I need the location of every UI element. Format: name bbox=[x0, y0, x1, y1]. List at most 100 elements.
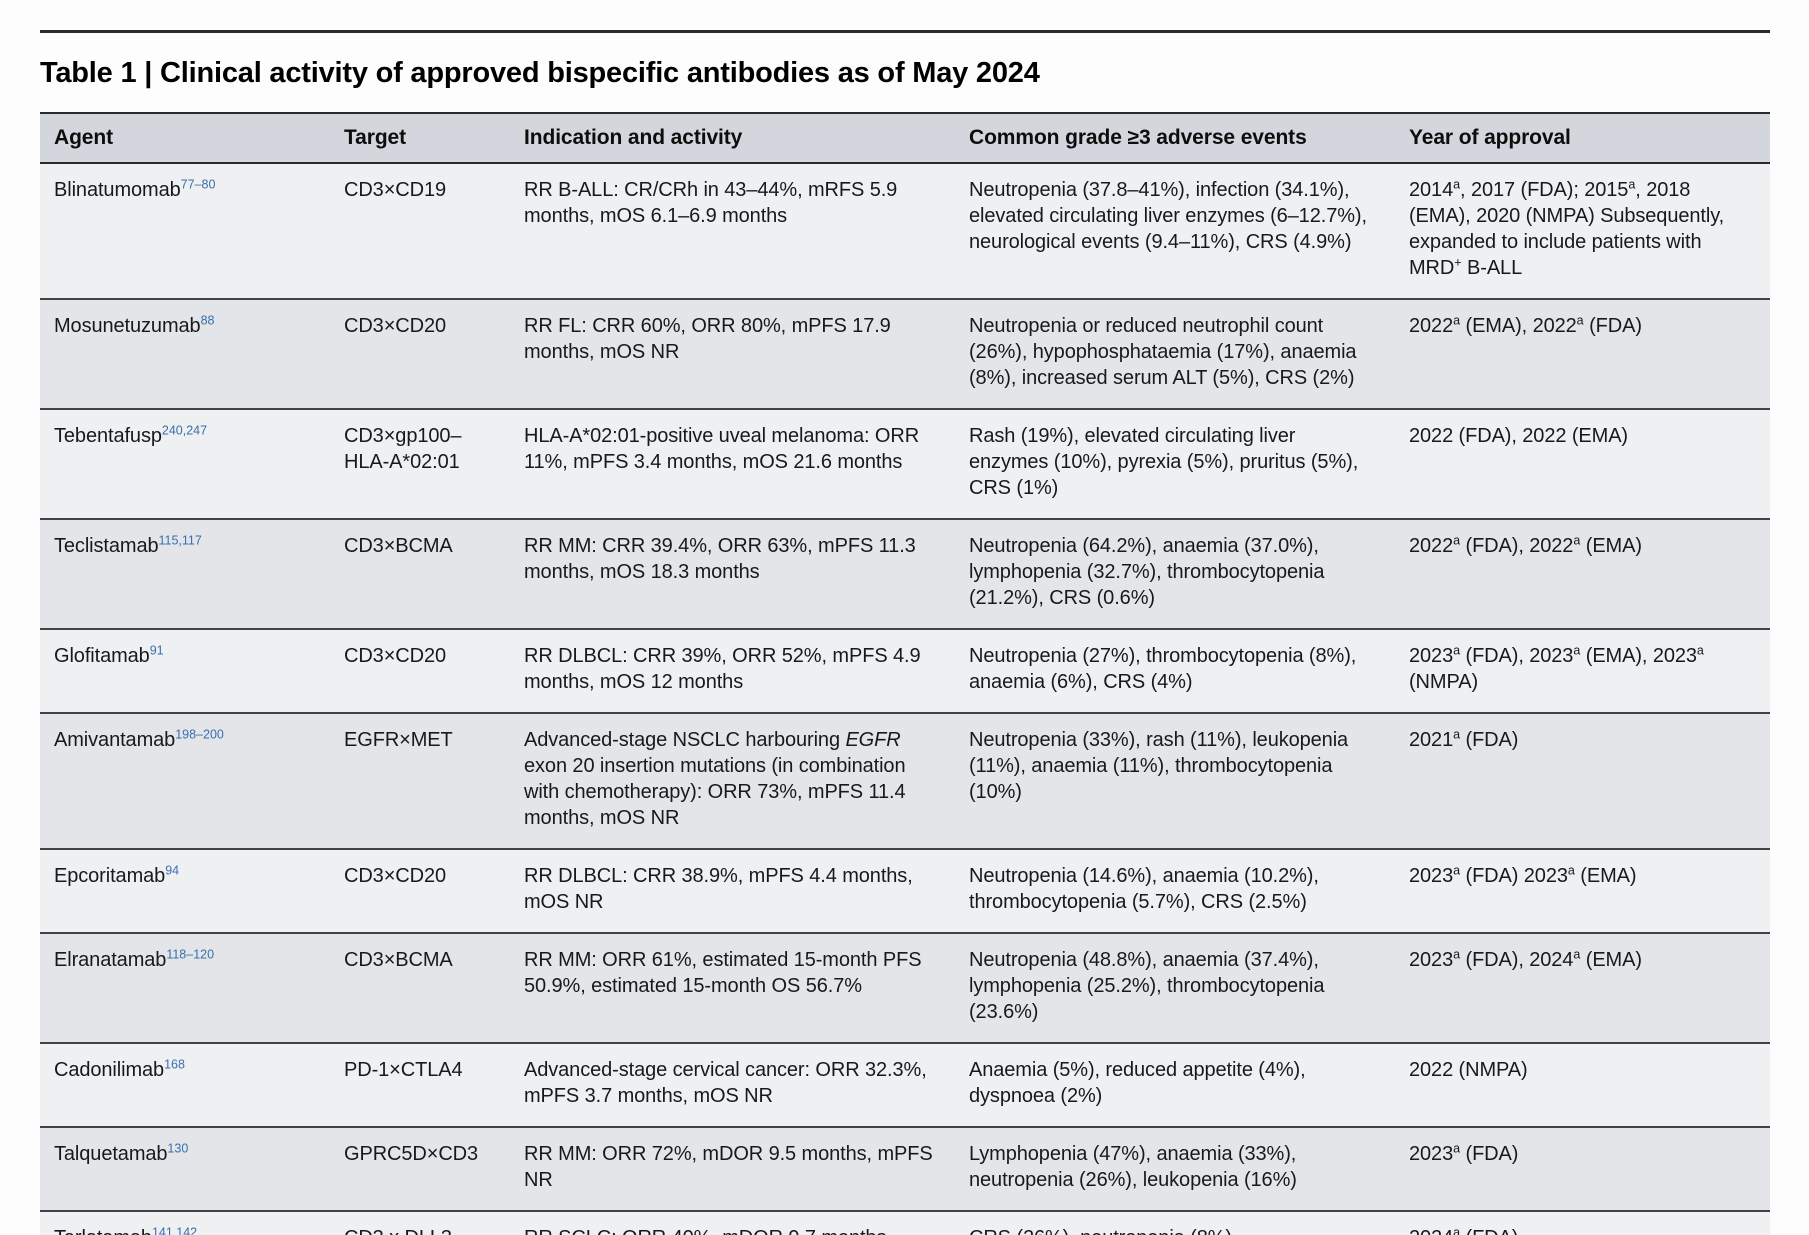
cell-adverse-events: Neutropenia (14.6%), anaemia (10.2%), th… bbox=[969, 865, 1319, 913]
table-header: Agent Target Indication and activity Com… bbox=[40, 112, 1770, 164]
table-row: Mosunetuzumab88 CD3×CD20 RR FL: CRR 60%,… bbox=[40, 299, 1770, 409]
col-header-target: Target bbox=[330, 112, 510, 164]
cell-indication: RR MM: CRR 39.4%, ORR 63%, mPFS 11.3 mon… bbox=[524, 535, 916, 583]
citation-ref[interactable]: 88 bbox=[200, 313, 215, 328]
agent-name: Tebentafusp bbox=[54, 425, 162, 447]
cell-indication: RR DLBCL: CRR 39%, ORR 52%, mPFS 4.9 mon… bbox=[524, 645, 921, 693]
citation-ref[interactable]: 91 bbox=[149, 643, 164, 658]
cell-adverse-events: CRS (26%), neutropenia (8%) bbox=[955, 1211, 1395, 1235]
cell-target: CD3×BCMA bbox=[344, 535, 453, 557]
table-row: Amivantamab198–200 EGFR×MET Advanced-sta… bbox=[40, 713, 1770, 849]
cell-year-of-approval: 2023a (FDA) 2023a (EMA) bbox=[1409, 863, 1637, 887]
cell-indication: RR B-ALL: CR/CRh in 43–44%, mRFS 5.9 mon… bbox=[524, 179, 898, 227]
cell-year-of-approval: 2023a (FDA), 2024a (EMA) bbox=[1409, 947, 1642, 971]
citation-ref[interactable]: 240,247 bbox=[161, 423, 208, 438]
cell-indication: RR MM: ORR 61%, estimated 15-month PFS 5… bbox=[524, 949, 922, 997]
cell-indication: RR FL: CRR 60%, ORR 80%, mPFS 17.9 month… bbox=[524, 315, 891, 363]
table-row: Elranatamab118–120 CD3×BCMA RR MM: ORR 6… bbox=[40, 933, 1770, 1043]
cell-year-of-approval: 2022 (FDA), 2022 (EMA) bbox=[1409, 425, 1628, 447]
cell-adverse-events: Anaemia (5%), reduced appetite (4%), dys… bbox=[969, 1059, 1306, 1107]
cell-adverse-events: Neutropenia or reduced neutrophil count … bbox=[969, 315, 1357, 389]
agent-name: Mosunetuzumab bbox=[54, 315, 201, 337]
table-row: Tarlatamab141,142 CD3 x DLL3 RR SCLC: OR… bbox=[40, 1211, 1770, 1235]
cell-target: CD3×gp100–HLA-A*02:01 bbox=[344, 425, 462, 473]
cell-agent: Elranatamab118–120 bbox=[40, 933, 330, 1043]
cell-agent: Teclistamab115,117 bbox=[40, 519, 330, 629]
agent-name: Blinatumomab bbox=[54, 179, 181, 201]
cell-year-of-approval: 2022 (NMPA) bbox=[1409, 1059, 1528, 1081]
table-row: Teclistamab115,117 CD3×BCMA RR MM: CRR 3… bbox=[40, 519, 1770, 629]
cell-year-of-approval: 2021a (FDA) bbox=[1409, 727, 1519, 751]
cell-target: PD-1×CTLA4 bbox=[344, 1059, 463, 1081]
table-row: Cadonilimab168 PD-1×CTLA4 Advanced-stage… bbox=[40, 1043, 1770, 1127]
cell-target: GPRC5D×CD3 bbox=[344, 1143, 479, 1165]
clinical-activity-table: Agent Target Indication and activity Com… bbox=[40, 112, 1770, 1235]
agent-name: Glofitamab bbox=[54, 645, 150, 667]
cell-indication: Advanced-stage NSCLC harbouring EGFR exo… bbox=[524, 729, 906, 829]
citation-ref[interactable]: 115,117 bbox=[158, 533, 202, 548]
cell-agent: Tarlatamab141,142 bbox=[40, 1211, 330, 1235]
cell-adverse-events: Rash (19%), elevated circulating liver e… bbox=[969, 425, 1359, 499]
cell-target: CD3×CD20 bbox=[344, 865, 447, 887]
agent-name: Amivantamab bbox=[54, 729, 176, 751]
cell-year-of-approval: 2022a (FDA), 2022a (EMA) bbox=[1409, 533, 1642, 557]
cell-agent: Mosunetuzumab88 bbox=[40, 299, 330, 409]
cell-indication: RR MM: ORR 72%, mDOR 9.5 months, mPFS NR bbox=[524, 1143, 933, 1191]
cell-target: EGFR×MET bbox=[344, 729, 453, 751]
citation-ref[interactable]: 168 bbox=[164, 1057, 185, 1072]
table-body: Blinatumomab77–80 CD3×CD19 RR B-ALL: CR/… bbox=[40, 163, 1770, 1235]
citation-ref[interactable]: 141,142 bbox=[151, 1225, 198, 1235]
cell-adverse-events: Neutropenia (37.8–41%), infection (34.1%… bbox=[969, 179, 1367, 253]
cell-agent: Cadonilimab168 bbox=[40, 1043, 330, 1127]
citation-ref[interactable]: 130 bbox=[167, 1141, 189, 1156]
cell-agent: Glofitamab91 bbox=[40, 629, 330, 713]
col-header-year-of-approval: Year of approval bbox=[1395, 112, 1770, 164]
cell-year-of-approval: 2022a (EMA), 2022a (FDA) bbox=[1409, 313, 1642, 337]
cell-adverse-events: Neutropenia (64.2%), anaemia (37.0%), ly… bbox=[969, 535, 1325, 609]
cell-indication: HLA-A*02:01-positive uveal melanoma: ORR… bbox=[524, 425, 920, 473]
cell-indication: Advanced-stage cervical cancer: ORR 32.3… bbox=[524, 1059, 927, 1107]
agent-name: Epcoritamab bbox=[54, 865, 166, 887]
cell-agent: Tebentafusp240,247 bbox=[40, 409, 330, 519]
table-row: Epcoritamab94 CD3×CD20 RR DLBCL: CRR 38.… bbox=[40, 849, 1770, 933]
citation-ref[interactable]: 94 bbox=[165, 863, 180, 878]
cell-agent: Blinatumomab77–80 bbox=[40, 163, 330, 299]
col-header-agent: Agent bbox=[40, 112, 330, 164]
cell-year-of-approval: 2024a (FDA) bbox=[1409, 1225, 1518, 1235]
agent-name: Cadonilimab bbox=[54, 1059, 165, 1081]
citation-ref[interactable]: 118–120 bbox=[166, 947, 215, 962]
agent-name: Teclistamab bbox=[54, 535, 159, 557]
table-row: Tebentafusp240,247 CD3×gp100–HLA-A*02:01… bbox=[40, 409, 1770, 519]
col-header-adverse-events: Common grade ≥3 adverse events bbox=[955, 112, 1395, 164]
cell-indication: RR DLBCL: CRR 38.9%, mPFS 4.4 months, mO… bbox=[524, 865, 913, 913]
cell-target: CD3 x DLL3 bbox=[330, 1211, 510, 1235]
cell-adverse-events: Lymphopenia (47%), anaemia (33%), neutro… bbox=[969, 1143, 1297, 1191]
cell-target: CD3×CD19 bbox=[344, 179, 447, 201]
cell-adverse-events: Neutropenia (27%), thrombocytopenia (8%)… bbox=[969, 645, 1357, 693]
header-row: Agent Target Indication and activity Com… bbox=[40, 112, 1770, 164]
cell-agent: Talquetamab130 bbox=[40, 1127, 330, 1211]
agent-name: Tarlatamab bbox=[54, 1227, 152, 1235]
cell-agent: Epcoritamab94 bbox=[40, 849, 330, 933]
citation-ref[interactable]: 198–200 bbox=[175, 727, 224, 742]
cell-target: CD3×BCMA bbox=[344, 949, 453, 971]
cell-agent: Amivantamab198–200 bbox=[40, 713, 330, 849]
citation-ref[interactable]: 77–80 bbox=[180, 177, 216, 192]
cell-target: CD3×CD20 bbox=[344, 315, 447, 337]
cell-target: CD3×CD20 bbox=[344, 645, 447, 667]
agent-name: Talquetamab bbox=[54, 1143, 168, 1165]
top-rule bbox=[40, 30, 1770, 33]
table-row: Talquetamab130 GPRC5D×CD3 RR MM: ORR 72%… bbox=[40, 1127, 1770, 1211]
cell-adverse-events: Neutropenia (48.8%), anaemia (37.4%), ly… bbox=[969, 949, 1325, 1023]
table-row: Blinatumomab77–80 CD3×CD19 RR B-ALL: CR/… bbox=[40, 163, 1770, 299]
cell-year-of-approval: 2023a (FDA), 2023a (EMA), 2023a (NMPA) bbox=[1409, 643, 1704, 693]
col-header-indication: Indication and activity bbox=[510, 112, 955, 164]
table-row: Glofitamab91 CD3×CD20 RR DLBCL: CRR 39%,… bbox=[40, 629, 1770, 713]
cell-indication: RR SCLC: ORR 40%, mDOR 9.7 months, mPFS … bbox=[510, 1211, 955, 1235]
agent-name: Elranatamab bbox=[54, 949, 167, 971]
cell-adverse-events: Neutropenia (33%), rash (11%), leukopeni… bbox=[969, 729, 1349, 803]
cell-year-of-approval: 2023a (FDA) bbox=[1409, 1141, 1519, 1165]
cell-year-of-approval: 2014a, 2017 (FDA); 2015a, 2018 (EMA), 20… bbox=[1409, 177, 1725, 279]
page-title: Table 1 | Clinical activity of approved … bbox=[40, 57, 1040, 89]
